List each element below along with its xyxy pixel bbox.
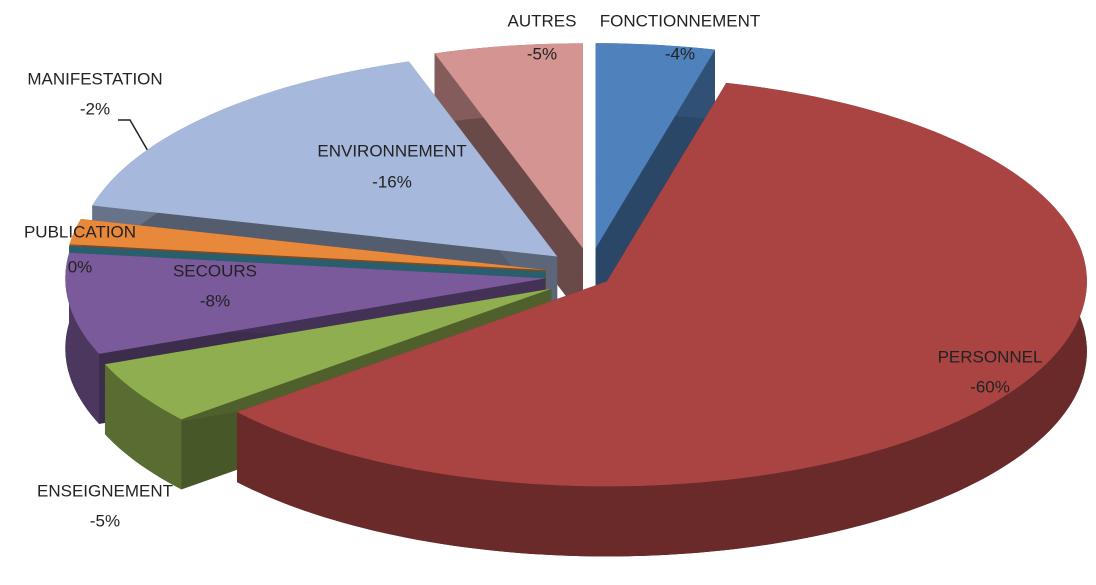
slice-label: SECOURS xyxy=(173,261,257,280)
slice-label: ENVIRONNEMENT xyxy=(317,141,466,160)
slice xyxy=(65,252,546,354)
value-label: 0% xyxy=(68,257,93,276)
slice-side xyxy=(104,364,182,490)
slice-side xyxy=(237,82,1087,557)
slice-label: MANIFESTATION xyxy=(27,69,162,88)
value-label: -5% xyxy=(90,511,120,530)
slice xyxy=(434,43,583,249)
slice-label: PUBLICATION xyxy=(24,222,136,241)
value-label: -16% xyxy=(372,172,412,191)
value-label: -60% xyxy=(970,377,1010,396)
slice xyxy=(237,82,1087,487)
slice-label: FONCTIONNEMENT xyxy=(600,11,761,30)
slice-label: AUTRES xyxy=(508,11,577,30)
slice-label: PERSONNEL xyxy=(938,347,1043,366)
slice-side xyxy=(65,252,100,424)
slice xyxy=(595,43,716,249)
slice xyxy=(69,218,546,270)
value-label: -5% xyxy=(527,44,557,63)
value-label: -8% xyxy=(200,291,230,310)
slice xyxy=(104,288,552,420)
slice-label: ENSEIGNEMENT xyxy=(37,481,173,500)
value-label: -2% xyxy=(80,99,110,118)
value-label: -4% xyxy=(665,44,695,63)
slice xyxy=(92,61,558,257)
